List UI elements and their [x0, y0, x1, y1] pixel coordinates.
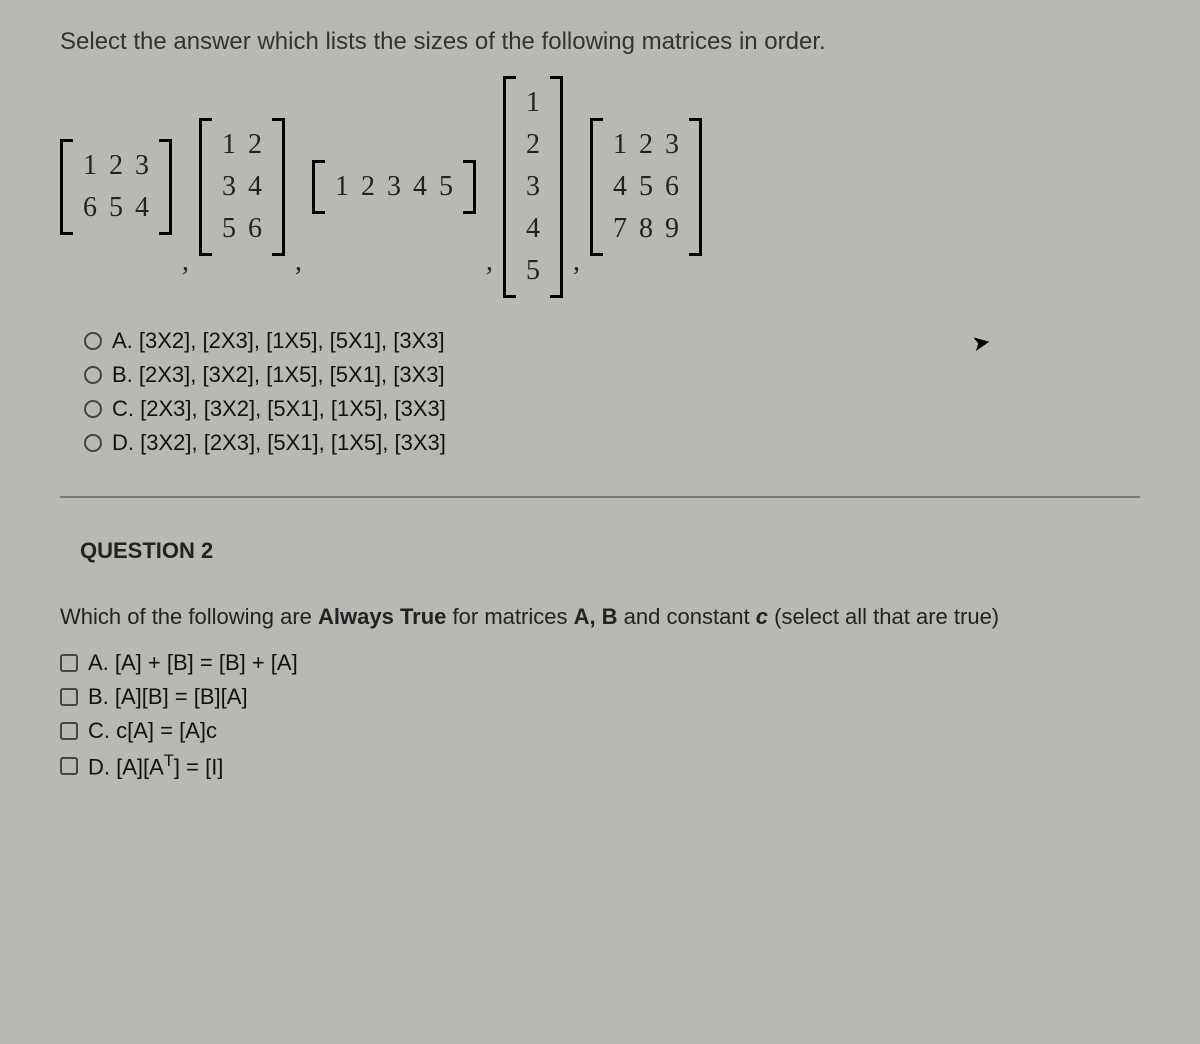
matrix-2: 12 34 56: [199, 118, 285, 256]
bracket-left: [312, 160, 324, 214]
cell: 2: [247, 124, 263, 166]
option-label: A. [3X2], [2X3], [1X5], [5X1], [3X3]: [112, 328, 445, 354]
cell: 3: [221, 166, 237, 208]
matrix-1: 123 654: [60, 139, 172, 235]
q2-text: and constant: [618, 604, 756, 629]
cell: 2: [525, 124, 541, 166]
q2-prompt: Which of the following are Always True f…: [60, 604, 1140, 630]
comma: ,: [176, 246, 195, 278]
q2-option-a[interactable]: A. [A] + [B] = [B] + [A]: [60, 650, 1140, 676]
bracket-right: [160, 139, 172, 235]
cell: 3: [134, 145, 150, 187]
option-label: B. [A][B] = [B][A]: [88, 684, 248, 710]
matrix-4: 1 2 3 4 5: [503, 76, 563, 298]
comma: ,: [567, 246, 586, 278]
page: Select the answer which lists the sizes …: [0, 0, 1200, 840]
cell: 9: [664, 208, 680, 250]
cell: 2: [638, 124, 654, 166]
cell: 2: [108, 145, 124, 187]
bracket-right: [464, 160, 476, 214]
bracket-right: [273, 118, 285, 256]
checkbox-icon[interactable]: [60, 654, 78, 672]
bracket-left: [590, 118, 602, 256]
q2-bold: Always True: [318, 604, 446, 629]
cell: 4: [612, 166, 628, 208]
radio-icon[interactable]: [84, 366, 102, 384]
cell: 1: [82, 145, 98, 187]
q2-text: Which of the following are: [60, 604, 318, 629]
q1-option-d[interactable]: D. [3X2], [2X3], [5X1], [1X5], [3X3]: [84, 430, 1140, 456]
option-label: D. [3X2], [2X3], [5X1], [1X5], [3X3]: [112, 430, 446, 456]
radio-icon[interactable]: [84, 332, 102, 350]
q2-heading: QUESTION 2: [80, 538, 1140, 564]
matrix-content: 123 654: [72, 139, 160, 235]
bracket-right: [551, 76, 563, 298]
comma: ,: [480, 246, 499, 278]
matrix-3: 1 2 3 4 5: [312, 160, 476, 214]
matrices-row: 123 654 , 12 34 56 , 1 2 3: [60, 76, 1140, 298]
comma: ,: [289, 246, 308, 278]
q2-bold: A, B: [574, 604, 618, 629]
radio-icon[interactable]: [84, 434, 102, 452]
matrix-content: 12 34 56: [211, 118, 273, 256]
option-label: C. c[A] = [A]c: [88, 718, 217, 744]
cell: 4: [134, 187, 150, 229]
option-label: C. [2X3], [3X2], [5X1], [1X5], [3X3]: [112, 396, 446, 422]
matrix-content: 123 456 789: [602, 118, 690, 256]
cell: 3: [386, 166, 402, 208]
q1-prompt: Select the answer which lists the sizes …: [60, 28, 1140, 56]
option-label: B. [2X3], [3X2], [1X5], [5X1], [3X3]: [112, 362, 445, 388]
bracket-left: [60, 139, 72, 235]
cell: 2: [360, 166, 376, 208]
bracket-right: [690, 118, 702, 256]
bracket-left: [199, 118, 211, 256]
cell: 1: [612, 124, 628, 166]
cell: 1: [525, 82, 541, 124]
cell: 6: [247, 208, 263, 250]
option-label: D. [A][AT] = [I]: [88, 752, 223, 780]
matrix-content: 1 2 3 4 5: [324, 160, 464, 214]
q2-text: for matrices: [446, 604, 573, 629]
cell: 5: [525, 250, 541, 292]
cell: 4: [412, 166, 428, 208]
option-label: A. [A] + [B] = [B] + [A]: [88, 650, 298, 676]
cell: 6: [82, 187, 98, 229]
matrix-content: 1 2 3 4 5: [515, 76, 551, 298]
cell: 3: [664, 124, 680, 166]
divider: [60, 496, 1140, 498]
checkbox-icon[interactable]: [60, 757, 78, 775]
q2-options: A. [A] + [B] = [B] + [A] B. [A][B] = [B]…: [60, 650, 1140, 780]
d-pre: D. [A][A: [88, 754, 164, 779]
cell: 5: [108, 187, 124, 229]
d-sup: T: [164, 752, 174, 770]
cell: 5: [638, 166, 654, 208]
bracket-left: [503, 76, 515, 298]
cell: 4: [247, 166, 263, 208]
checkbox-icon[interactable]: [60, 688, 78, 706]
cell: 8: [638, 208, 654, 250]
cell: 3: [525, 166, 541, 208]
radio-icon[interactable]: [84, 400, 102, 418]
q1-option-b[interactable]: B. [2X3], [3X2], [1X5], [5X1], [3X3]: [84, 362, 1140, 388]
q2-option-c[interactable]: C. c[A] = [A]c: [60, 718, 1140, 744]
d-post: ] = [I]: [174, 754, 224, 779]
cell: 4: [525, 208, 541, 250]
cell: 1: [221, 124, 237, 166]
cell: 1: [334, 166, 350, 208]
q2-const: c: [756, 604, 768, 629]
cell: 6: [664, 166, 680, 208]
q2-option-d[interactable]: D. [A][AT] = [I]: [60, 752, 1140, 780]
matrix-5: 123 456 789: [590, 118, 702, 256]
cell: 5: [438, 166, 454, 208]
cell: 5: [221, 208, 237, 250]
q2-option-b[interactable]: B. [A][B] = [B][A]: [60, 684, 1140, 710]
q2-text: (select all that are true): [768, 604, 999, 629]
checkbox-icon[interactable]: [60, 722, 78, 740]
q1-option-c[interactable]: C. [2X3], [3X2], [5X1], [1X5], [3X3]: [84, 396, 1140, 422]
cell: 7: [612, 208, 628, 250]
